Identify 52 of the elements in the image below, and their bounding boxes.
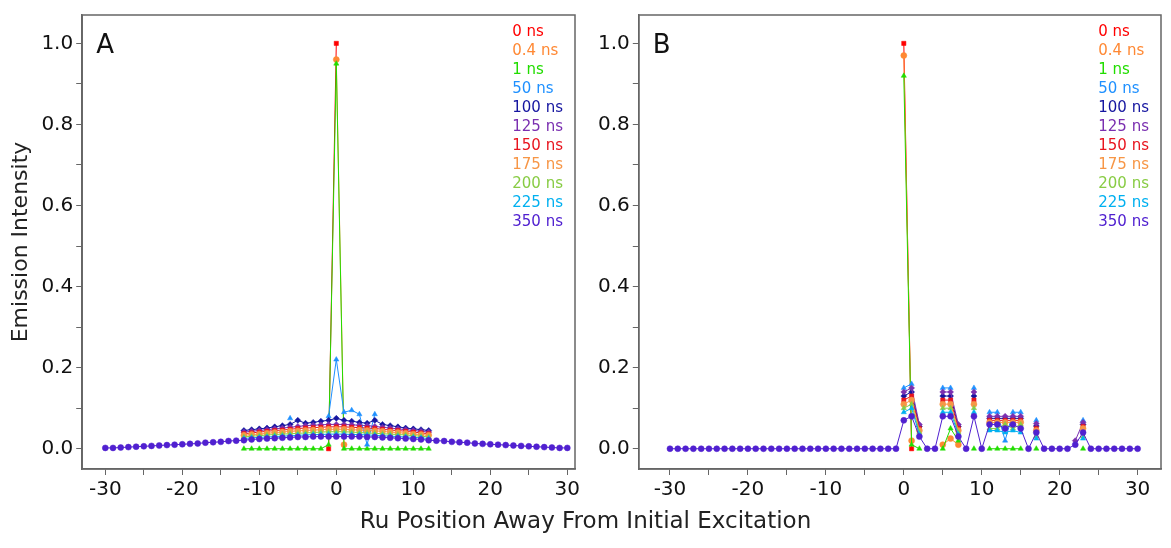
x-tick-label: -20 [731, 476, 765, 501]
y-tick-label: 0.6 [597, 191, 630, 216]
text: 100 ns [1098, 98, 1150, 117]
x-tick-label: 20 [1046, 476, 1073, 501]
y-tick-label: 1.0 [41, 29, 74, 54]
y-tick-label: 0.0 [41, 434, 74, 459]
text: 0 ns [1098, 22, 1131, 41]
x-tick-label: 30 [554, 476, 581, 501]
y-tick-label: 0.2 [41, 353, 74, 378]
text: 350 ns [1098, 212, 1150, 231]
text: 50 ns [1098, 79, 1140, 98]
x-tick-label: -30 [88, 476, 122, 501]
x-tick-label: -20 [165, 476, 199, 501]
y-axis-title: Emission Intensity [6, 141, 32, 343]
text: 200 ns [512, 174, 564, 193]
text: 0.4 ns [512, 41, 559, 60]
text: 50 ns [512, 79, 554, 98]
text: 100 ns [512, 98, 564, 117]
x-tick-label: 10 [969, 476, 995, 501]
text: 150 ns [1098, 136, 1150, 155]
x-axis-title: Ru Position Away From Initial Excitation [358, 507, 813, 533]
text: 175 ns [512, 155, 564, 174]
x-tick-label: 0 [897, 476, 911, 501]
x-tick-label: 0 [329, 476, 343, 501]
x-tick-label: 30 [1124, 476, 1151, 501]
annotation: A [96, 28, 115, 59]
text: 1 ns [512, 60, 545, 79]
y-tick-label: 0.8 [41, 110, 74, 135]
text: 225 ns [1098, 193, 1150, 212]
text: 0.4 ns [1098, 41, 1145, 60]
text: 150 ns [512, 136, 564, 155]
annotation: B [652, 28, 671, 59]
y-tick-label: 0.4 [41, 272, 74, 297]
x-tick-label: -10 [809, 476, 843, 501]
text: 175 ns [1098, 155, 1150, 174]
y-tick-label: 0.4 [597, 272, 630, 297]
y-tick-label: 0.8 [597, 110, 630, 135]
text: 1 ns [1098, 60, 1131, 79]
x-tick-label: 20 [477, 476, 504, 501]
text: 125 ns [512, 117, 564, 136]
x-tick-label: 10 [400, 476, 427, 501]
y-tick-label: 1.0 [597, 29, 630, 54]
y-tick-label: 0.2 [597, 353, 630, 378]
x-tick-label: -30 [653, 476, 687, 501]
text: 125 ns [1098, 117, 1150, 136]
x-tick-label: -10 [242, 476, 276, 501]
y-tick-label: 0.6 [41, 191, 74, 216]
text: 200 ns [1098, 174, 1150, 193]
text: 350 ns [512, 212, 564, 231]
text: 225 ns [512, 193, 564, 212]
text: 0 ns [512, 22, 545, 41]
y-tick-label: 0.0 [597, 434, 630, 459]
